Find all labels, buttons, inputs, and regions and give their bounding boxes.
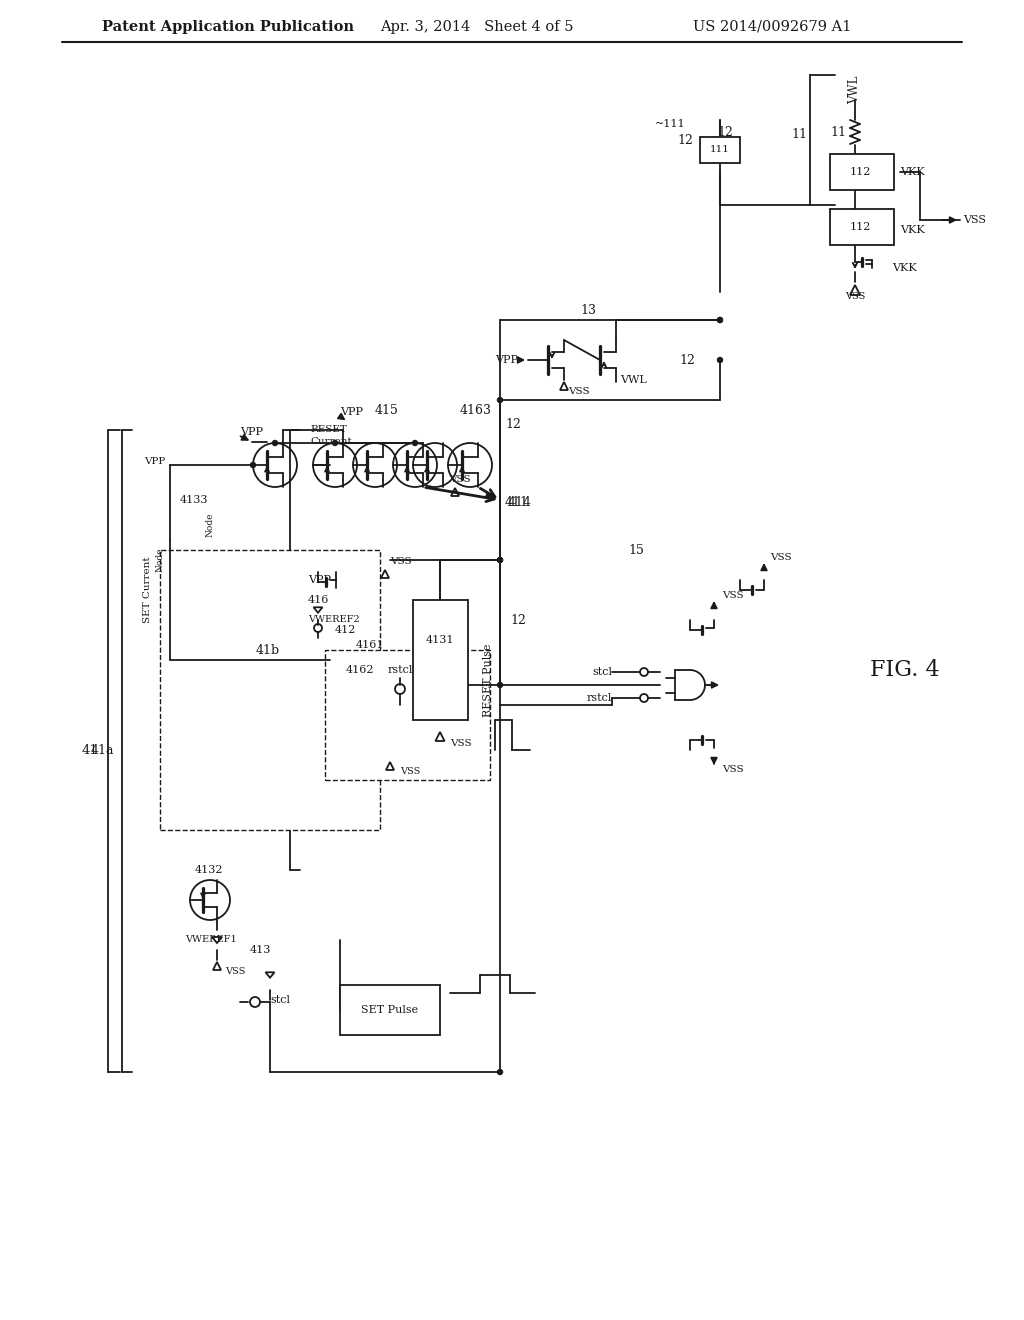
Bar <box>160 550 380 830</box>
Text: 13: 13 <box>580 304 596 317</box>
Text: Node: Node <box>156 548 165 573</box>
Text: VKK: VKK <box>900 168 925 177</box>
Circle shape <box>718 318 723 322</box>
Text: VSS: VSS <box>390 557 412 566</box>
Text: 414: 414 <box>508 495 532 508</box>
Circle shape <box>272 441 278 446</box>
Text: VSS: VSS <box>450 738 472 747</box>
Text: VKK: VKK <box>900 224 925 235</box>
Text: 111: 111 <box>710 145 730 154</box>
Text: VPP: VPP <box>308 576 331 585</box>
Circle shape <box>498 1069 503 1074</box>
Text: 4161: 4161 <box>355 640 384 649</box>
Circle shape <box>718 318 723 322</box>
Text: 41b: 41b <box>256 644 280 656</box>
Text: VSS: VSS <box>770 553 792 562</box>
Text: VWL: VWL <box>620 375 647 385</box>
Circle shape <box>251 462 256 467</box>
Text: VSS: VSS <box>722 766 743 775</box>
Text: 4163: 4163 <box>460 404 492 417</box>
Text: 4132: 4132 <box>195 865 223 875</box>
Bar <box>830 154 894 190</box>
Bar <box>325 649 490 780</box>
Circle shape <box>413 441 418 446</box>
Text: rstcl: rstcl <box>587 693 612 704</box>
Text: 4133: 4133 <box>180 495 209 506</box>
Circle shape <box>498 557 503 562</box>
Text: 11: 11 <box>791 128 807 141</box>
Text: VKK: VKK <box>892 263 916 273</box>
Bar <box>340 985 440 1035</box>
Text: Apr. 3, 2014   Sheet 4 of 5: Apr. 3, 2014 Sheet 4 of 5 <box>380 20 573 34</box>
Text: VPP: VPP <box>495 355 518 366</box>
Text: VPP: VPP <box>340 407 362 417</box>
Text: 41: 41 <box>81 744 98 758</box>
Text: SET Current: SET Current <box>143 557 153 623</box>
Text: 41a: 41a <box>90 744 114 758</box>
Text: US 2014/0092679 A1: US 2014/0092679 A1 <box>693 20 851 34</box>
Text: 416: 416 <box>308 595 330 605</box>
Text: VSS: VSS <box>963 215 986 224</box>
Text: 12: 12 <box>510 614 526 627</box>
Text: 12: 12 <box>717 125 733 139</box>
Bar <box>830 209 894 246</box>
Text: 415: 415 <box>375 404 399 417</box>
Circle shape <box>498 682 503 688</box>
Text: VWEREF1: VWEREF1 <box>185 936 237 945</box>
Text: 12: 12 <box>505 418 521 432</box>
Text: VWEREF2: VWEREF2 <box>308 615 359 624</box>
Circle shape <box>718 358 723 363</box>
Circle shape <box>498 397 503 403</box>
Bar <box>413 601 468 719</box>
Text: SET Pulse: SET Pulse <box>361 1005 419 1015</box>
Text: Node: Node <box>206 512 214 537</box>
Text: 413: 413 <box>249 945 270 954</box>
Text: 12: 12 <box>677 133 693 147</box>
Text: 4131: 4131 <box>426 635 455 645</box>
Text: 11: 11 <box>830 125 846 139</box>
Text: 411: 411 <box>505 495 529 508</box>
Text: VSS: VSS <box>400 767 421 776</box>
Text: VPP: VPP <box>143 458 165 466</box>
Text: VSS: VSS <box>225 968 246 977</box>
Text: 12: 12 <box>679 354 695 367</box>
Text: 112: 112 <box>850 168 871 177</box>
Text: 4162: 4162 <box>346 665 374 675</box>
Text: stcl: stcl <box>592 667 612 677</box>
Text: RESET Pulse: RESET Pulse <box>483 643 493 717</box>
Text: VSS: VSS <box>568 388 590 396</box>
Circle shape <box>498 557 503 562</box>
Text: 15: 15 <box>628 544 644 557</box>
Circle shape <box>333 441 338 446</box>
Text: VSS: VSS <box>722 591 743 601</box>
Text: RESET: RESET <box>310 425 347 434</box>
Text: 112: 112 <box>850 222 871 232</box>
Text: 412: 412 <box>335 624 356 635</box>
Text: VPP: VPP <box>240 426 263 437</box>
Text: VWL: VWL <box>849 75 861 104</box>
Text: Current: Current <box>310 437 352 446</box>
Text: FIG. 4: FIG. 4 <box>870 659 940 681</box>
Text: stcl: stcl <box>270 995 290 1005</box>
Text: ~111: ~111 <box>654 119 685 129</box>
Bar <box>700 137 740 162</box>
Text: VSS: VSS <box>845 292 865 301</box>
Text: Patent Application Publication: Patent Application Publication <box>102 20 354 34</box>
Text: VSS: VSS <box>450 475 471 484</box>
Text: rstcl: rstcl <box>387 665 413 675</box>
